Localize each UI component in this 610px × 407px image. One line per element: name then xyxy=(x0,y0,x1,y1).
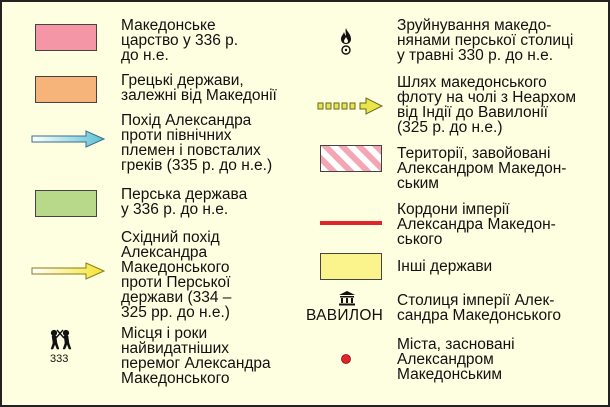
fire-icon xyxy=(341,28,351,55)
greek-states-label: Грецькі держави, залежні від Македонії xyxy=(121,72,277,104)
city-dot-icon xyxy=(341,354,351,364)
empire-capital-label: Столиця імперії Алек- сандра Македонсько… xyxy=(397,292,562,324)
persian-state-label: Перська держава у 336 р. до н.е. xyxy=(121,186,248,218)
eastern-campaign-arrow-icon xyxy=(31,262,106,280)
battle-icon xyxy=(50,329,72,350)
founded-cities-label: Міста, засновані Александром Македонськи… xyxy=(397,336,515,383)
capital-city-name: ВАВИЛОН xyxy=(306,307,384,324)
macedonian-kingdom-swatch xyxy=(35,24,97,51)
persian-state-swatch xyxy=(35,190,97,217)
other-states-label: Інші держави xyxy=(397,258,493,275)
battle-year: 333 xyxy=(50,353,69,365)
capital-destruction-label: Зруйнування македо- нянами перської стол… xyxy=(397,17,574,64)
eastern-campaign-label: Східний похід Александра Македонського п… xyxy=(121,229,232,321)
greek-states-swatch xyxy=(35,76,97,103)
capital-building-icon xyxy=(339,291,355,306)
conquered-territories-label: Території, завойовані Александром Македо… xyxy=(397,145,567,192)
victories-label: Місця і роки найвидатніших перемог Алекс… xyxy=(121,325,271,387)
northern-campaign-label: Похід Александра проти північних племен … xyxy=(121,112,273,174)
northern-campaign-arrow-icon xyxy=(31,130,106,148)
macedonian-kingdom-label: Македонське царство у 336 р. до н.е. xyxy=(121,17,239,64)
conquered-territories-swatch xyxy=(320,145,382,172)
empire-border-line xyxy=(320,221,382,225)
fleet-route-arrow-icon xyxy=(317,97,384,115)
empire-borders-label: Кордони імперії Александра Македон- сько… xyxy=(397,201,556,248)
fleet-route-label: Шлях македонського флоту на чолі з Неарх… xyxy=(397,74,577,136)
other-states-swatch xyxy=(320,253,382,280)
